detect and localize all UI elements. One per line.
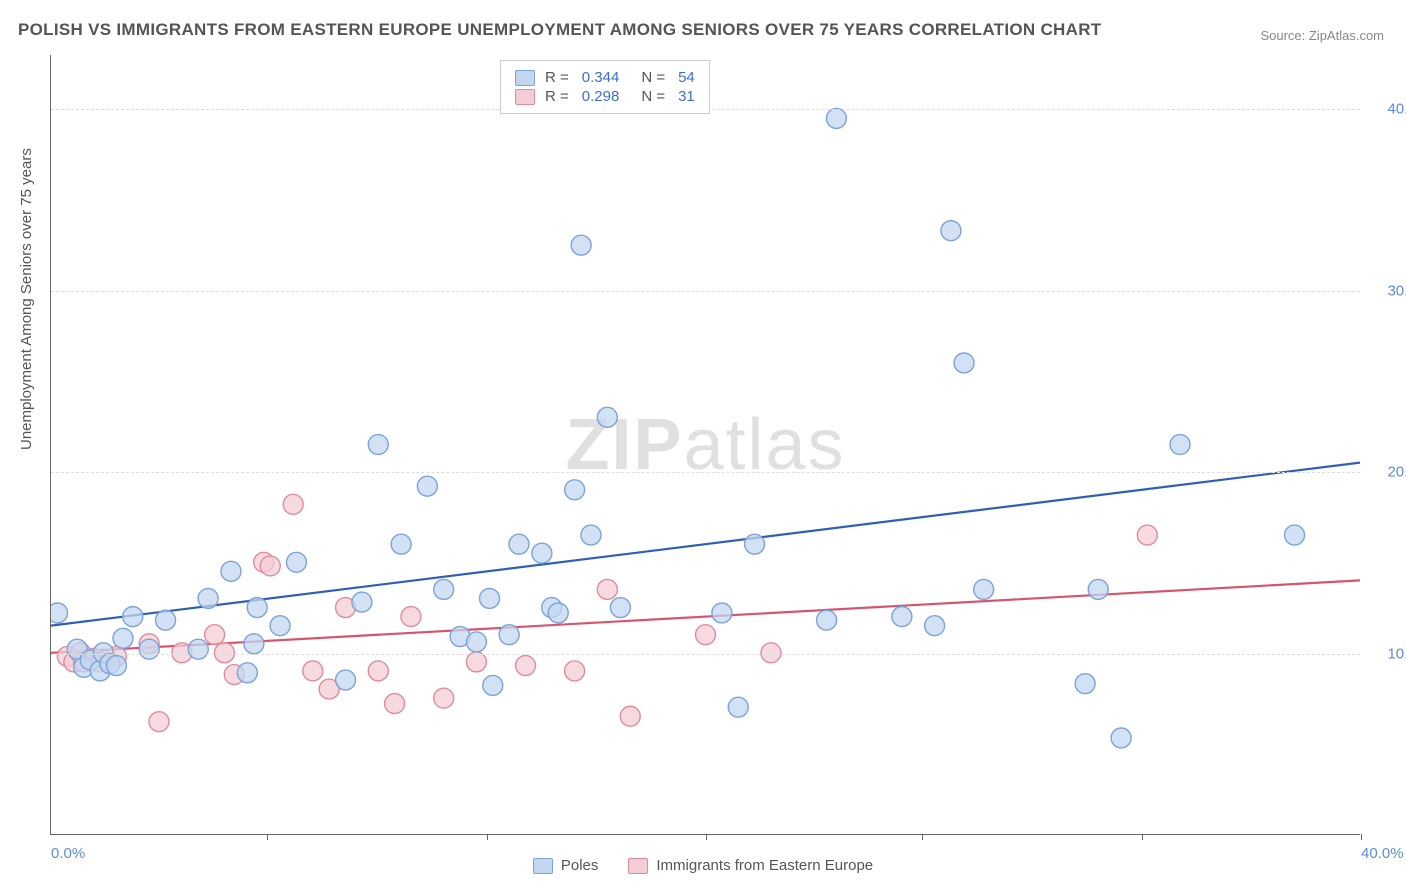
gridline: [51, 291, 1360, 292]
point-poles: [247, 598, 267, 618]
swatch-immigrants-bottom: [628, 858, 648, 874]
point-poles: [123, 607, 143, 627]
trendline-poles: [51, 463, 1360, 626]
swatch-poles-bottom: [533, 858, 553, 874]
point-poles: [1285, 525, 1305, 545]
point-immigrants: [434, 688, 454, 708]
point-immigrants: [401, 607, 421, 627]
point-poles: [188, 639, 208, 659]
legend-row-poles: R = 0.344 N = 54: [515, 69, 695, 86]
point-poles: [237, 663, 257, 683]
bottom-legend-immigrants: Immigrants from Eastern Europe: [628, 857, 873, 874]
ytick-label: 30.0%: [1370, 282, 1406, 299]
point-poles: [1075, 674, 1095, 694]
point-poles: [113, 628, 133, 648]
point-poles: [391, 534, 411, 554]
point-poles: [941, 221, 961, 241]
point-immigrants: [565, 661, 585, 681]
xtick-mark: [487, 834, 488, 840]
point-poles: [139, 639, 159, 659]
point-poles: [925, 616, 945, 636]
xtick-mark: [922, 834, 923, 840]
point-poles: [532, 543, 552, 563]
point-immigrants: [385, 694, 405, 714]
swatch-immigrants: [515, 89, 535, 105]
point-poles: [817, 610, 837, 630]
point-poles: [597, 407, 617, 427]
point-poles: [974, 579, 994, 599]
point-immigrants: [303, 661, 323, 681]
point-immigrants: [283, 494, 303, 514]
swatch-poles: [515, 70, 535, 86]
point-poles: [51, 603, 68, 623]
ytick-label: 40.0%: [1370, 101, 1406, 118]
point-poles: [712, 603, 732, 623]
point-immigrants: [149, 712, 169, 732]
point-poles: [221, 561, 241, 581]
correlation-legend: R = 0.344 N = 54 R = 0.298 N = 31: [500, 60, 710, 114]
point-poles: [286, 552, 306, 572]
point-poles: [571, 235, 591, 255]
bottom-legend-poles: Poles: [533, 857, 599, 874]
ytick-label: 20.0%: [1370, 464, 1406, 481]
point-poles: [336, 670, 356, 690]
point-poles: [198, 589, 218, 609]
point-immigrants: [516, 656, 536, 676]
point-poles: [352, 592, 372, 612]
point-immigrants: [205, 625, 225, 645]
point-poles: [483, 675, 503, 695]
point-poles: [954, 353, 974, 373]
legend-row-immigrants: R = 0.298 N = 31: [515, 88, 695, 105]
xtick-mark: [1142, 834, 1143, 840]
point-poles: [728, 697, 748, 717]
point-poles: [1088, 579, 1108, 599]
point-poles: [565, 480, 585, 500]
xtick-mark: [706, 834, 707, 840]
chart-container: POLISH VS IMMIGRANTS FROM EASTERN EUROPE…: [0, 0, 1406, 892]
point-poles: [244, 634, 264, 654]
chart-title: POLISH VS IMMIGRANTS FROM EASTERN EUROPE…: [18, 20, 1101, 40]
point-poles: [417, 476, 437, 496]
ytick-label: 10.0%: [1370, 645, 1406, 662]
point-poles: [548, 603, 568, 623]
point-poles: [1170, 435, 1190, 455]
point-poles: [892, 607, 912, 627]
gridline: [51, 654, 1360, 655]
y-axis-label: Unemployment Among Seniors over 75 years: [18, 148, 35, 450]
point-poles: [509, 534, 529, 554]
point-poles: [434, 579, 454, 599]
point-poles: [270, 616, 290, 636]
bottom-legend: Poles Immigrants from Eastern Europe: [0, 857, 1406, 874]
source-label: Source: ZipAtlas.com: [1260, 28, 1384, 43]
gridline: [51, 472, 1360, 473]
point-poles: [466, 632, 486, 652]
point-poles: [826, 108, 846, 128]
point-immigrants: [620, 706, 640, 726]
point-poles: [106, 656, 126, 676]
point-poles: [156, 610, 176, 630]
point-poles: [745, 534, 765, 554]
point-immigrants: [466, 652, 486, 672]
point-immigrants: [597, 579, 617, 599]
point-poles: [610, 598, 630, 618]
point-immigrants: [260, 556, 280, 576]
point-poles: [499, 625, 519, 645]
point-poles: [1111, 728, 1131, 748]
xtick-mark: [267, 834, 268, 840]
point-poles: [581, 525, 601, 545]
point-poles: [480, 589, 500, 609]
point-immigrants: [368, 661, 388, 681]
plot-area: ZIPatlas 10.0%20.0%30.0%40.0%0.0%40.0%: [50, 55, 1360, 835]
point-immigrants: [1137, 525, 1157, 545]
point-poles: [368, 435, 388, 455]
scatter-svg: [51, 55, 1360, 834]
xtick-mark: [1361, 834, 1362, 840]
point-immigrants: [696, 625, 716, 645]
